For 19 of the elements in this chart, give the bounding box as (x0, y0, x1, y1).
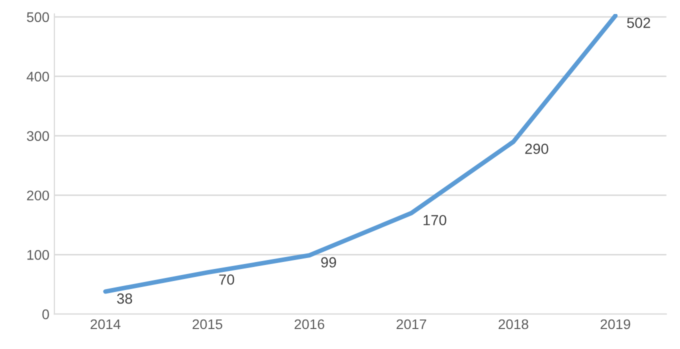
y-tick-label: 400 (26, 72, 49, 82)
x-tick-label: 2018 (498, 319, 528, 330)
x-tick-label: 2016 (294, 319, 324, 330)
data-label: 170 (424, 214, 446, 226)
data-label: 502 (627, 18, 650, 28)
y-tick-label: 300 (26, 131, 49, 141)
y-tick-label: 200 (27, 190, 49, 200)
x-tick-label: 2015 (192, 319, 222, 330)
data-label: 70 (219, 274, 234, 285)
x-tick-label: 2014 (90, 319, 120, 330)
y-tick-label: 0 (42, 309, 49, 320)
data-label: 290 (525, 144, 548, 154)
data-label: 99 (321, 257, 336, 268)
data-label: 38 (117, 293, 132, 304)
x-tick-label: 2019 (600, 319, 630, 330)
x-tick-label: 2017 (396, 319, 426, 330)
y-tick-label: 100 (27, 250, 49, 260)
y-tick-label: 500 (26, 12, 49, 22)
line-series (103, 14, 618, 294)
